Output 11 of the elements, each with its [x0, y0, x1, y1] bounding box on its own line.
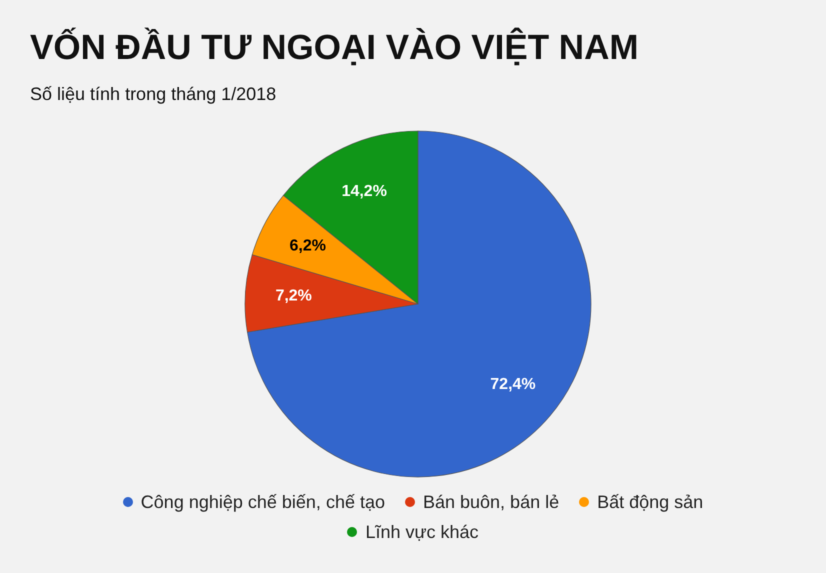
legend-label: Lĩnh vực khác	[365, 522, 479, 542]
data-label: 72,4%	[490, 376, 536, 394]
legend-label: Công nghiệp chế biến, chế tạo	[140, 492, 385, 512]
chart-title: VỐN ĐẦU TƯ NGOẠI VÀO VIỆT NAM	[30, 28, 639, 68]
legend-label: Bất động sản	[597, 492, 704, 512]
legend-label: Bán buôn, bán lẻ	[422, 492, 560, 512]
chart-subtitle: Số liệu tính trong tháng 1/2018	[30, 84, 276, 105]
data-label: 14,2%	[342, 183, 387, 200]
data-label: 6,2%	[290, 238, 326, 255]
data-label: 7,2%	[275, 288, 312, 305]
pie-slice	[247, 130, 592, 478]
